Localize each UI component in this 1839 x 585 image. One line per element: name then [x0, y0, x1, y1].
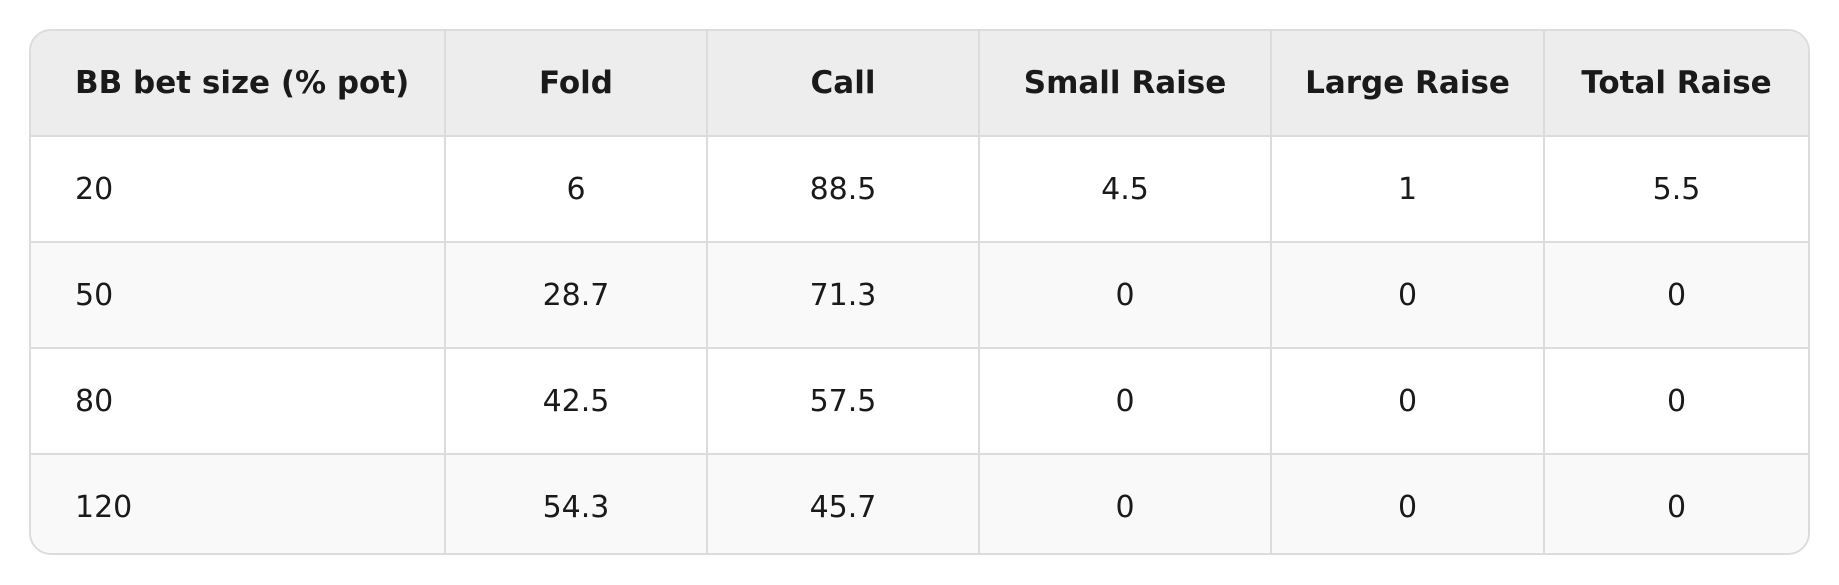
header-cell: Large Raise	[1270, 31, 1545, 137]
table-row: 50 28.7 71.3 0 0 0	[31, 241, 1808, 349]
table-cell: 0	[978, 453, 1272, 553]
header-cell: Fold	[444, 31, 708, 137]
table-container: BB bet size (% pot) Fold Call Small Raise La…	[29, 29, 1810, 555]
header-cell: Call	[706, 31, 980, 137]
table-row: 20 6 88.5 4.5 1 5.5	[31, 135, 1808, 243]
table-cell: 20	[31, 135, 446, 243]
table-cell: 6	[444, 135, 708, 243]
table-cell: 54.3	[444, 453, 708, 553]
table-cell: 5.5	[1543, 135, 1808, 243]
header-cell: Small Raise	[978, 31, 1272, 137]
table-cell: 0	[1270, 241, 1545, 349]
table-cell: 45.7	[706, 453, 980, 553]
header-row: BB bet size (% pot) Fold Call Small Raise La…	[31, 31, 1808, 137]
table-cell: 50	[31, 241, 446, 349]
table-cell: 1	[1270, 135, 1545, 243]
table-cell: 88.5	[706, 135, 980, 243]
table-cell: 4.5	[978, 135, 1272, 243]
header-cell: Total Raise	[1543, 31, 1808, 137]
table-body: 20 6 88.5 4.5 1 5.5 50 28.7 71.3 0 0 0 80 42.5 57.5 0 0 0…	[31, 135, 1808, 553]
table-cell: 0	[1543, 453, 1808, 553]
table-row: 120 54.3 45.7 0 0 0	[31, 453, 1808, 553]
table-cell: 0	[1543, 347, 1808, 455]
table-cell: 80	[31, 347, 446, 455]
table-cell: 42.5	[444, 347, 708, 455]
table-cell: 57.5	[706, 347, 980, 455]
table-cell: 71.3	[706, 241, 980, 349]
table-header: BB bet size (% pot) Fold Call Small Raise La…	[31, 31, 1808, 137]
table-cell: 120	[31, 453, 446, 553]
data-table: BB bet size (% pot) Fold Call Small Raise La…	[31, 31, 1808, 553]
header-cell: BB bet size (% pot)	[31, 31, 446, 137]
table-cell: 0	[1543, 241, 1808, 349]
table-cell: 0	[978, 241, 1272, 349]
table-row: 80 42.5 57.5 0 0 0	[31, 347, 1808, 455]
table-cell: 0	[978, 347, 1272, 455]
table-cell: 0	[1270, 453, 1545, 553]
table-cell: 0	[1270, 347, 1545, 455]
table-cell: 28.7	[444, 241, 708, 349]
